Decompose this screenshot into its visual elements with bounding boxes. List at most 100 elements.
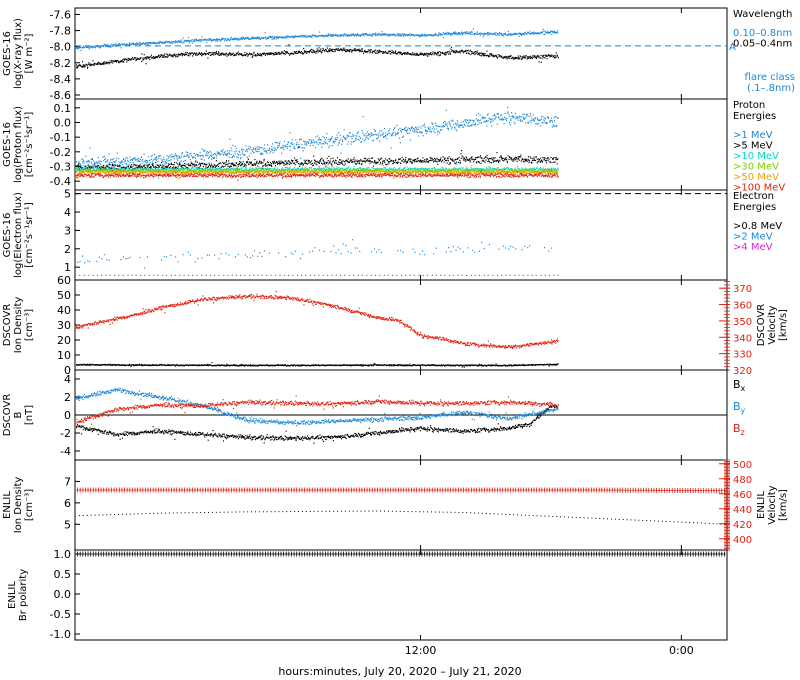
data-point	[257, 162, 259, 165]
data-point	[449, 163, 451, 165]
data-point	[547, 32, 549, 34]
data-point	[329, 48, 331, 50]
data-point	[448, 168, 450, 170]
data-point	[369, 52, 371, 54]
data-point	[270, 163, 273, 165]
data-point	[331, 137, 333, 139]
data-point	[338, 161, 340, 163]
data-point	[281, 146, 283, 148]
data-point	[527, 121, 529, 123]
data-point	[502, 159, 504, 161]
data-point	[394, 135, 396, 137]
data-point	[411, 168, 413, 171]
data-point	[102, 166, 104, 169]
data-point	[277, 53, 279, 55]
data-point	[471, 124, 473, 126]
data-point	[416, 127, 418, 129]
data-point	[487, 32, 490, 34]
data-point	[84, 168, 86, 170]
data-point	[508, 57, 510, 59]
data-point	[145, 159, 147, 162]
data-point	[82, 45, 84, 47]
data-point	[265, 169, 267, 171]
data-point	[422, 53, 424, 55]
data-point	[529, 30, 531, 32]
data-point	[336, 157, 339, 159]
data-point	[136, 57, 138, 59]
data-point	[183, 40, 185, 43]
data-point	[428, 160, 430, 163]
data-point	[294, 52, 296, 54]
data-point	[195, 38, 197, 40]
data-point	[465, 32, 467, 34]
data-point	[105, 166, 107, 168]
data-point	[222, 161, 224, 163]
data-point	[76, 47, 78, 49]
data-point	[355, 138, 357, 140]
data-point	[130, 169, 132, 171]
data-point	[284, 163, 286, 165]
data-point	[379, 140, 381, 142]
data-point	[175, 166, 177, 168]
data-point	[307, 169, 310, 171]
data-point	[299, 146, 301, 148]
data-point	[215, 53, 217, 55]
data-point	[330, 35, 332, 37]
data-point	[415, 161, 417, 163]
data-point	[407, 51, 409, 53]
data-point	[262, 52, 264, 55]
data-point	[195, 53, 197, 55]
data-point	[371, 35, 373, 37]
data-point	[470, 168, 472, 170]
data-point	[244, 150, 246, 152]
data-point	[304, 50, 306, 52]
data-point	[531, 159, 533, 162]
data-point	[311, 162, 314, 165]
data-point	[555, 31, 557, 33]
data-point	[153, 158, 155, 161]
data-point	[191, 154, 193, 157]
data-point	[96, 161, 98, 164]
data-point	[543, 54, 545, 57]
data-point	[305, 162, 307, 164]
data-point	[438, 130, 440, 133]
data-point	[200, 39, 202, 41]
data-point	[367, 34, 369, 36]
data-point	[314, 51, 316, 53]
data-point	[493, 168, 495, 170]
data-point	[240, 161, 242, 163]
data-point	[352, 34, 354, 36]
data-point	[438, 50, 440, 53]
data-point	[459, 161, 461, 163]
data-point	[292, 143, 294, 145]
data-point	[123, 166, 125, 168]
data-point	[286, 52, 288, 54]
data-point	[113, 161, 115, 163]
data-point	[313, 155, 315, 157]
data-point	[241, 168, 243, 170]
data-point	[326, 168, 328, 171]
data-point	[435, 159, 437, 161]
data-point	[475, 157, 477, 159]
data-point	[203, 52, 205, 54]
data-point	[397, 35, 399, 37]
data-point	[407, 132, 409, 134]
data-point	[157, 164, 159, 166]
data-point	[130, 164, 133, 166]
data-point	[134, 43, 137, 45]
data-point	[282, 162, 284, 164]
data-point	[418, 54, 420, 56]
data-point	[141, 53, 143, 55]
data-point	[240, 169, 242, 171]
data-point	[220, 53, 222, 55]
data-point	[155, 56, 157, 58]
data-point	[528, 160, 531, 162]
data-point	[486, 157, 488, 159]
data-point	[369, 159, 371, 161]
data-point	[278, 160, 280, 162]
data-point	[444, 157, 446, 159]
data-point	[179, 41, 181, 43]
data-point	[169, 154, 171, 157]
data-point	[400, 163, 402, 165]
data-point	[165, 55, 167, 58]
